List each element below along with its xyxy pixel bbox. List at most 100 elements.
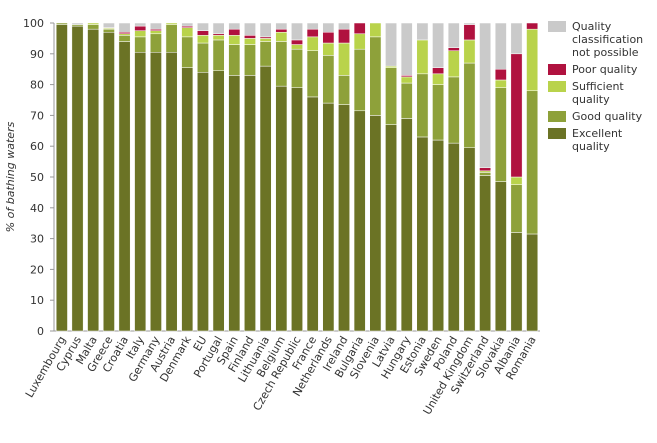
- y-tick-label: 90: [30, 48, 44, 61]
- bar-segment: [102, 22, 115, 28]
- bar-segment: [338, 75, 350, 105]
- bar-segment: [275, 85, 288, 332]
- bar-segment: [385, 22, 397, 67]
- bar-segment: [150, 22, 162, 30]
- bar-segment: [432, 84, 444, 141]
- bar-segment: [432, 67, 444, 75]
- bar-segment: [102, 28, 115, 33]
- bar-segment: [55, 24, 68, 332]
- y-tick-label: 0: [37, 325, 44, 338]
- y-tick-label: 50: [30, 171, 44, 184]
- bar-segment: [306, 50, 319, 98]
- bar-segment: [212, 70, 225, 332]
- bar-segment: [150, 33, 162, 53]
- bar-segment: [400, 76, 413, 84]
- bar-segment: [212, 35, 225, 41]
- legend-swatch: [548, 128, 566, 139]
- bar-segment: [494, 79, 507, 88]
- y-axis-label: % of bathing waters: [4, 121, 17, 232]
- bar-segment: [150, 52, 162, 332]
- bar-segment: [510, 232, 523, 332]
- bar-segment: [447, 47, 460, 51]
- bar-segment: [400, 118, 413, 332]
- bar-segment: [479, 22, 492, 169]
- legend-label: Quality classification not possible: [572, 20, 644, 59]
- bar-segment: [181, 22, 194, 27]
- y-tick-label: 30: [30, 233, 44, 246]
- bar-segment: [447, 50, 460, 78]
- bar-segment: [181, 27, 194, 38]
- bar-segment: [369, 115, 382, 332]
- bar-segment: [322, 42, 335, 56]
- bar-segment: [416, 136, 429, 332]
- bar-segment: [447, 22, 460, 48]
- bar-segment: [416, 22, 429, 41]
- bar-segment: [259, 65, 272, 332]
- bar-segment: [275, 28, 288, 33]
- bar-segment: [197, 72, 209, 332]
- bar-segment: [322, 102, 335, 332]
- bar-segment: [463, 22, 476, 25]
- bar-segment: [385, 124, 397, 332]
- bar-segment: [306, 36, 319, 51]
- bar-segment: [400, 22, 413, 76]
- bar-segment: [291, 48, 303, 88]
- bar-segment: [479, 175, 492, 332]
- bar-segment: [338, 28, 350, 44]
- bar-segment: [338, 22, 350, 30]
- bar-segment: [118, 41, 131, 332]
- legend-swatch: [548, 81, 566, 92]
- bar-segment: [416, 39, 429, 75]
- legend-swatch: [548, 21, 566, 32]
- bar-segment: [102, 31, 115, 332]
- bar-segment: [275, 31, 288, 42]
- legend-item: Excellent quality: [548, 127, 653, 153]
- bar-segment: [244, 44, 256, 76]
- bar-segment: [259, 22, 272, 38]
- bar-segment: [228, 28, 241, 36]
- bar-segment: [322, 55, 335, 104]
- bar-segment: [369, 36, 382, 116]
- bar-segment: [291, 87, 303, 332]
- bar-segment: [197, 22, 209, 31]
- bar-segment: [87, 24, 100, 30]
- bar-segment: [134, 52, 147, 332]
- bar-segment: [463, 39, 476, 64]
- bar-segment: [259, 38, 272, 42]
- legend-item: Good quality: [548, 110, 653, 123]
- bar-segment: [432, 139, 444, 332]
- bar-segment: [275, 22, 288, 30]
- y-tick-label: 40: [30, 202, 44, 215]
- bar-segment: [291, 44, 303, 50]
- bar-segment: [118, 22, 131, 33]
- legend-item: Quality classification not possible: [548, 20, 653, 59]
- legend-swatch: [548, 64, 566, 75]
- bar-segment: [526, 28, 539, 92]
- bar-segment: [447, 76, 460, 144]
- bar-segment: [400, 82, 413, 119]
- bar-segment: [510, 184, 523, 233]
- bar-segment: [118, 35, 131, 42]
- bar-segment: [165, 24, 178, 53]
- bar-segment: [322, 22, 335, 33]
- bar-segment: [353, 22, 366, 35]
- bar-segment: [416, 73, 429, 138]
- bar-segment: [197, 35, 209, 44]
- bar-segment: [463, 147, 476, 332]
- legend-label: Good quality: [572, 110, 643, 123]
- bar-segment: [494, 87, 507, 182]
- bar-segment: [134, 22, 147, 27]
- y-tick-label: 70: [30, 109, 44, 122]
- bar-segment: [165, 22, 178, 25]
- bar-segment: [71, 22, 84, 25]
- bar-segment: [463, 62, 476, 148]
- bar-segment: [228, 75, 241, 332]
- legend-label: Poor quality: [572, 63, 638, 76]
- bar-segment: [306, 96, 319, 332]
- y-tick-label: 10: [30, 294, 44, 307]
- bar-segment: [510, 176, 523, 185]
- bar-segment: [275, 41, 288, 87]
- bar-segment: [447, 142, 460, 332]
- bar-segment: [165, 52, 178, 332]
